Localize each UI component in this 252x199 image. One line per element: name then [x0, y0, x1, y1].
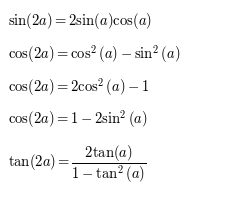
- Text: $\sin(2a) = 2\sin(a)\cos(a)$: $\sin(2a) = 2\sin(a)\cos(a)$: [8, 11, 151, 31]
- Text: $\tan(2a) = \dfrac{2\tan(a)}{1 - \tan^{2}(a)}$: $\tan(2a) = \dfrac{2\tan(a)}{1 - \tan^{2…: [8, 143, 145, 185]
- Text: $\cos(2a) = 2\cos^{2}(a) - 1$: $\cos(2a) = 2\cos^{2}(a) - 1$: [8, 76, 148, 98]
- Text: $\cos(2a) = \cos^{2}(a) - \sin^{2}(a)$: $\cos(2a) = \cos^{2}(a) - \sin^{2}(a)$: [8, 43, 179, 65]
- Text: $\cos(2a) = 1 - 2\sin^{2}(a)$: $\cos(2a) = 1 - 2\sin^{2}(a)$: [8, 108, 147, 130]
